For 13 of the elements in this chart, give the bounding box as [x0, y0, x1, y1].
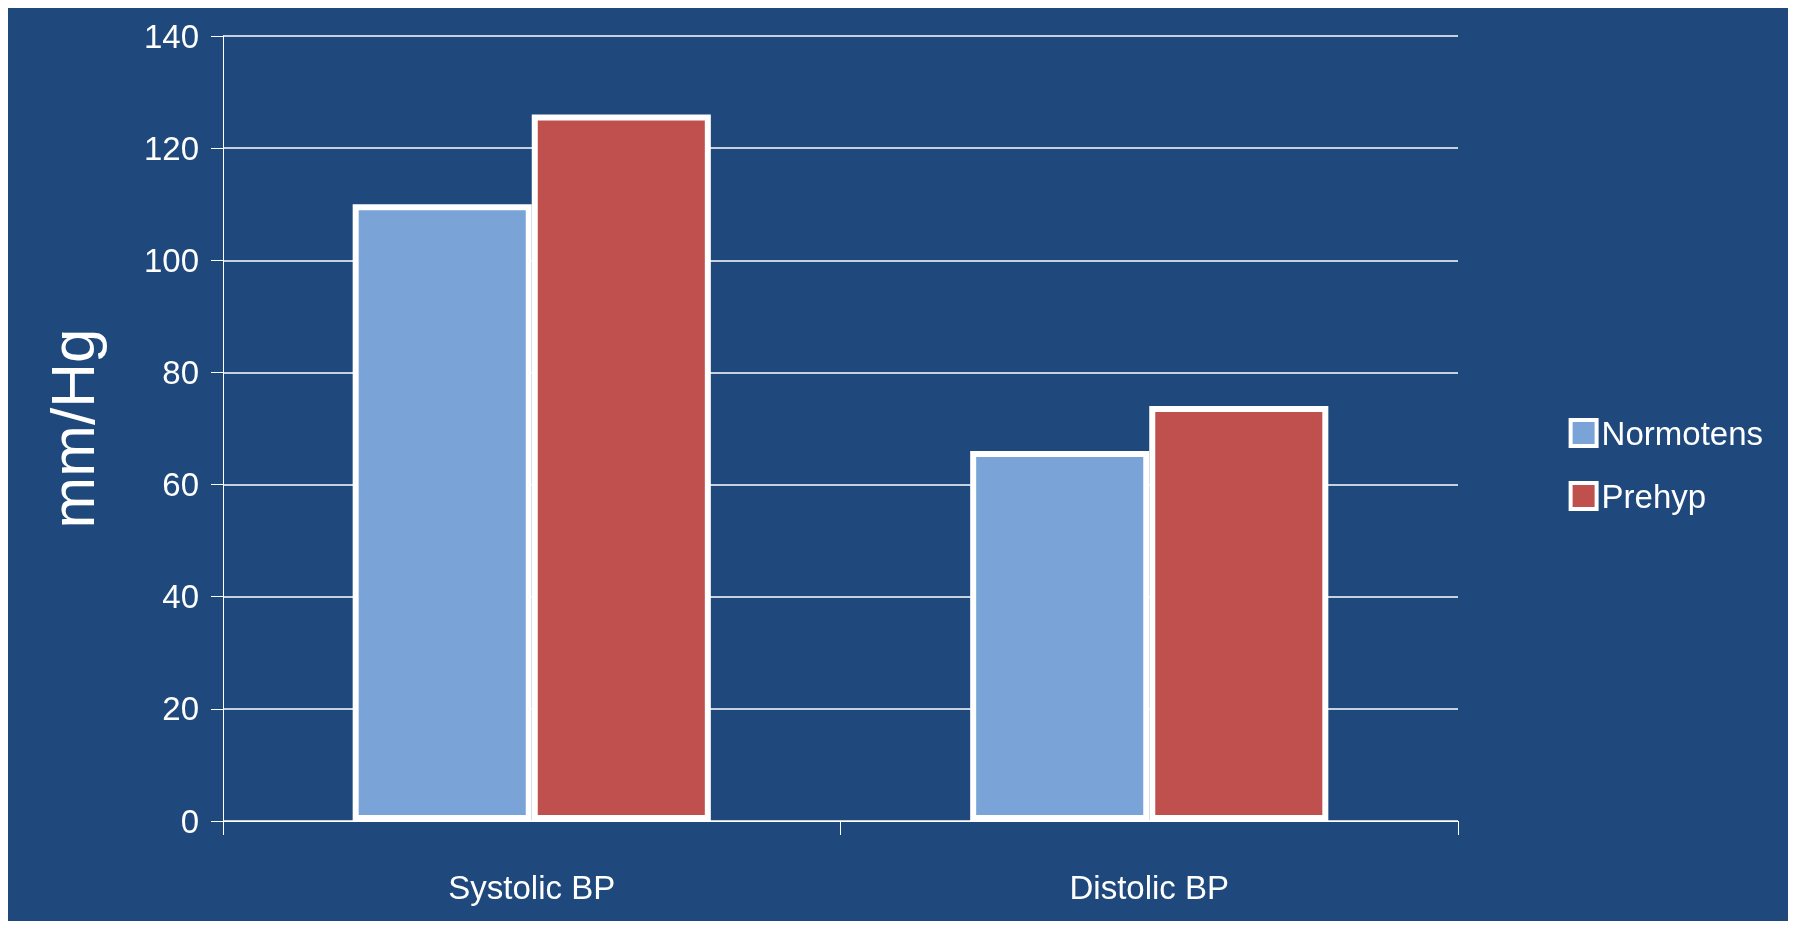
y-tick-label: 120: [143, 129, 199, 167]
y-axis-title: mm/Hg: [37, 328, 107, 529]
y-tick-label: 80: [162, 353, 199, 391]
y-tick-label: 40: [162, 578, 199, 616]
legend-label: Prehyp: [1601, 477, 1707, 515]
y-tick-label: 100: [143, 241, 199, 279]
y-tick-label: 0: [180, 802, 199, 840]
y-tick-label: 20: [162, 690, 199, 728]
y-tick-label: 140: [143, 17, 199, 55]
x-tick-label: Systolic BP: [448, 869, 616, 906]
y-tick-label: 60: [162, 466, 199, 504]
x-tick-label: Distolic BP: [1069, 869, 1230, 906]
legend-label: Normotens: [1601, 414, 1763, 452]
